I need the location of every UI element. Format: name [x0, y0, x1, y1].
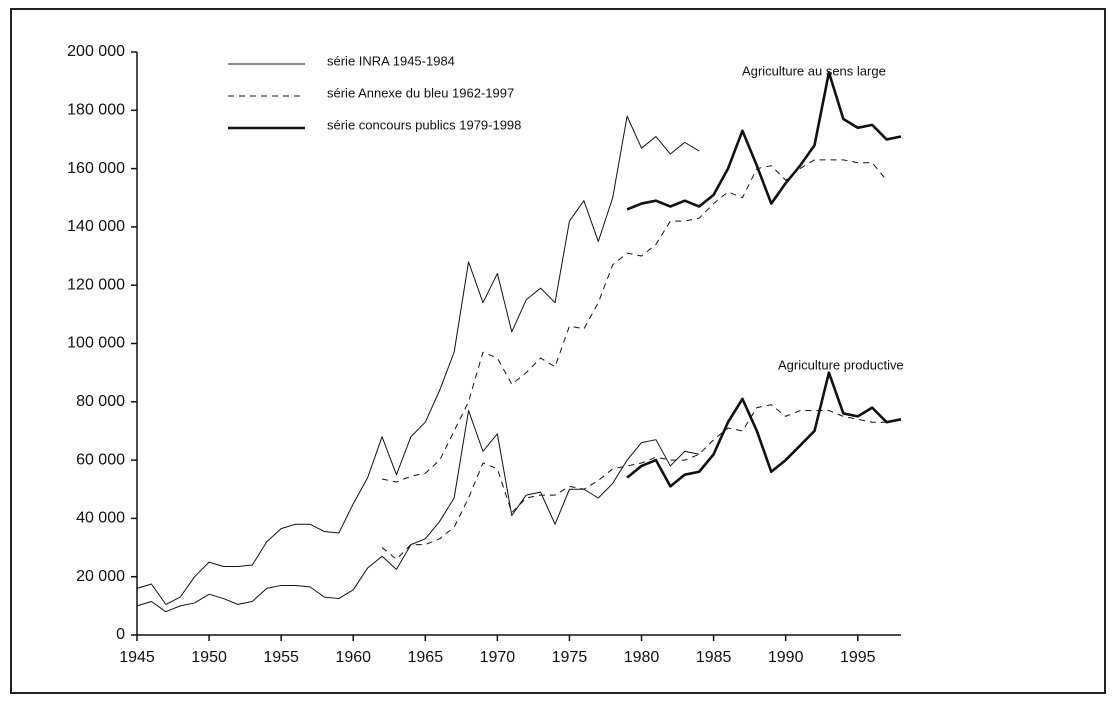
series-line: [136, 410, 700, 613]
series-line: [381, 159, 887, 483]
series-line: [626, 71, 902, 211]
y-tick-label: 140 000: [67, 218, 125, 235]
x-tick-label: 1990: [768, 649, 804, 666]
series-line: [136, 115, 700, 605]
x-tick-label: 1980: [624, 649, 660, 666]
legend-label: série Annexe du bleu 1962-1997: [327, 85, 514, 100]
y-tick-label: 20 000: [76, 568, 125, 585]
x-tick-label: 1995: [840, 649, 876, 666]
y-tick-label: 100 000: [67, 335, 125, 352]
y-tick-label: 0: [116, 626, 125, 643]
y-tick-label: 120 000: [67, 276, 125, 293]
x-tick-label: 1945: [119, 649, 155, 666]
y-tick-label: 180 000: [67, 102, 125, 119]
legend-label: série INRA 1945-1984: [327, 53, 455, 68]
x-tick-label: 1970: [480, 649, 516, 666]
x-tick-label: 1950: [191, 649, 227, 666]
y-tick-label: 160 000: [67, 160, 125, 177]
y-tick-label: 40 000: [76, 510, 125, 527]
annotation: Agriculture productive: [778, 357, 904, 372]
series-line: [381, 404, 887, 560]
x-tick-label: 1960: [335, 649, 371, 666]
x-tick-label: 1965: [408, 649, 444, 666]
annotation: Agriculture au sens large: [742, 63, 886, 78]
x-tick-label: 1985: [696, 649, 732, 666]
y-tick-label: 80 000: [76, 393, 125, 410]
x-tick-label: 1975: [552, 649, 588, 666]
y-tick-label: 200 000: [67, 43, 125, 60]
x-tick-label: 1955: [263, 649, 299, 666]
y-tick-label: 60 000: [76, 451, 125, 468]
legend-label: série concours publics 1979-1998: [327, 117, 521, 132]
series-line: [626, 371, 902, 488]
frame: [10, 8, 1106, 694]
